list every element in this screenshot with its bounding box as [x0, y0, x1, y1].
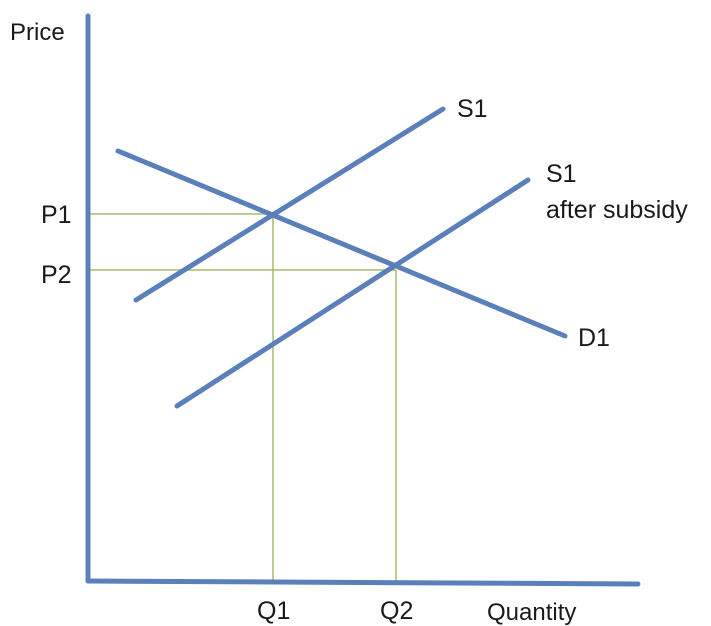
quantity-label-q1: Q1: [257, 597, 290, 625]
x-axis: [85, 578, 641, 587]
supply-curve-s1-after-subsidy: [174, 177, 531, 409]
demand-label-d1: D1: [578, 324, 610, 352]
price-label-p2: P2: [41, 261, 72, 289]
supply-after-label-line1: S1: [546, 160, 577, 188]
supply-after-label-line2: after subsidy: [546, 196, 688, 224]
quantity-label-q2: Q2: [380, 597, 413, 625]
demand-curve-d1: [115, 148, 568, 339]
supply-curve-s1: [133, 106, 446, 303]
price-label-p1: P1: [41, 201, 72, 229]
x-axis-label: Quantity: [487, 599, 576, 626]
y-axis-label: Price: [10, 19, 65, 46]
supply-label-s1: S1: [457, 95, 488, 123]
